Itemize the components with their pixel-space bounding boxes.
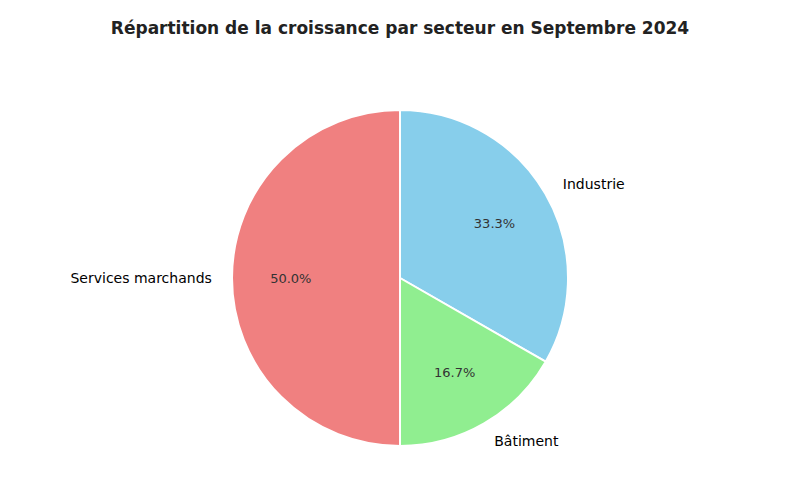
slice [232, 110, 400, 446]
data-label: 33.3% [474, 216, 515, 231]
data-label: 50.0% [270, 271, 311, 286]
pie-chart: Répartition de la croissance par secteur… [0, 0, 800, 504]
data-label: 16.7% [434, 365, 475, 380]
slice [400, 278, 546, 446]
title: Répartition de la croissance par secteur… [111, 18, 689, 38]
category-label: Industrie [563, 176, 625, 192]
slices [232, 110, 568, 446]
background [0, 0, 800, 504]
category-label: Bâtiment [494, 433, 559, 449]
chart-container: Répartition de la croissance par secteur… [0, 0, 800, 504]
category-label: Services marchands [70, 270, 211, 286]
labels: 33.3% Industrie 16.7% Bâtiment 50.0% Services… [70, 176, 624, 449]
